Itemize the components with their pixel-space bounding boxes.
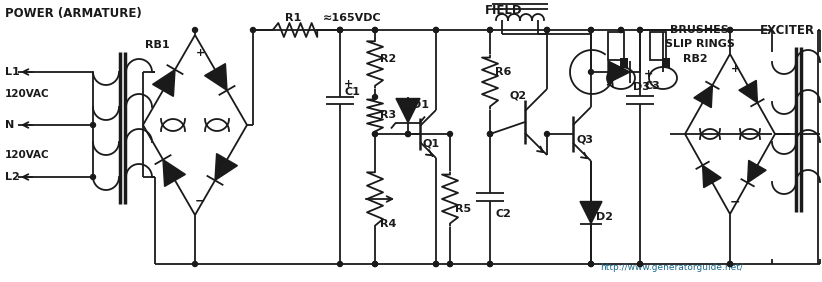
Text: +: + xyxy=(196,48,205,58)
Polygon shape xyxy=(703,165,721,188)
Text: POWER (ARMATURE): POWER (ARMATURE) xyxy=(5,8,141,21)
Circle shape xyxy=(487,261,492,266)
Circle shape xyxy=(433,28,438,32)
Text: D1: D1 xyxy=(412,100,429,111)
Text: Q2: Q2 xyxy=(509,90,526,100)
Text: ≈165VDC: ≈165VDC xyxy=(323,13,381,23)
Text: FIELD: FIELD xyxy=(485,3,523,17)
Circle shape xyxy=(192,28,197,32)
Circle shape xyxy=(338,28,343,32)
Polygon shape xyxy=(396,98,420,122)
Circle shape xyxy=(372,28,377,32)
Bar xyxy=(650,32,666,60)
Text: R5: R5 xyxy=(455,204,471,214)
Bar xyxy=(620,58,628,68)
Circle shape xyxy=(372,131,377,136)
Text: http://www.generatorguide.net/: http://www.generatorguide.net/ xyxy=(600,263,743,272)
Circle shape xyxy=(433,28,438,32)
Circle shape xyxy=(90,122,95,127)
Text: RB1: RB1 xyxy=(145,40,169,50)
Text: −: − xyxy=(730,195,741,208)
Text: D2: D2 xyxy=(596,213,613,222)
Text: C3: C3 xyxy=(644,81,660,91)
Text: +: + xyxy=(731,64,740,74)
Text: R1: R1 xyxy=(285,13,301,23)
Circle shape xyxy=(727,28,732,32)
Text: D3: D3 xyxy=(633,82,650,92)
Text: R6: R6 xyxy=(495,67,511,77)
Text: RB2: RB2 xyxy=(683,54,708,64)
Text: C2: C2 xyxy=(495,209,511,219)
Polygon shape xyxy=(747,160,766,183)
Circle shape xyxy=(487,28,492,32)
Circle shape xyxy=(638,28,643,32)
Circle shape xyxy=(618,28,624,32)
Circle shape xyxy=(372,94,377,100)
Circle shape xyxy=(447,261,452,266)
Circle shape xyxy=(544,131,549,136)
Polygon shape xyxy=(739,80,757,103)
Circle shape xyxy=(192,261,197,266)
Text: BRUSHES: BRUSHES xyxy=(670,25,729,35)
Circle shape xyxy=(433,261,438,266)
Circle shape xyxy=(487,131,492,136)
Circle shape xyxy=(544,28,549,32)
Circle shape xyxy=(589,261,593,266)
Circle shape xyxy=(447,261,452,266)
Text: Q1: Q1 xyxy=(422,139,439,149)
Circle shape xyxy=(589,261,593,266)
Circle shape xyxy=(589,28,593,32)
Circle shape xyxy=(727,261,732,266)
Circle shape xyxy=(372,261,377,266)
Circle shape xyxy=(487,261,492,266)
Circle shape xyxy=(727,261,732,266)
Text: 120VAC: 120VAC xyxy=(5,150,49,160)
Polygon shape xyxy=(205,64,227,91)
Circle shape xyxy=(90,175,95,180)
Text: L1: L1 xyxy=(5,67,20,77)
Polygon shape xyxy=(608,61,630,83)
Text: N: N xyxy=(5,120,14,130)
Text: +: + xyxy=(344,79,353,89)
Circle shape xyxy=(638,261,643,266)
Circle shape xyxy=(338,261,343,266)
Text: L2: L2 xyxy=(5,172,20,182)
Text: +: + xyxy=(644,69,653,79)
Circle shape xyxy=(251,28,256,32)
Circle shape xyxy=(638,261,643,266)
Circle shape xyxy=(638,28,643,32)
Text: R4: R4 xyxy=(380,219,396,229)
Text: Q3: Q3 xyxy=(576,134,593,144)
Circle shape xyxy=(372,261,377,266)
Circle shape xyxy=(405,131,410,136)
Text: −: − xyxy=(195,195,206,208)
Text: R2: R2 xyxy=(380,54,396,63)
Text: 120VAC: 120VAC xyxy=(5,89,49,99)
Circle shape xyxy=(487,131,492,136)
Polygon shape xyxy=(694,85,713,108)
Circle shape xyxy=(618,28,624,32)
Circle shape xyxy=(487,28,492,32)
Circle shape xyxy=(727,28,732,32)
Circle shape xyxy=(338,28,343,32)
Circle shape xyxy=(338,28,343,32)
Circle shape xyxy=(589,28,593,32)
Circle shape xyxy=(372,131,377,136)
Circle shape xyxy=(372,28,377,32)
Polygon shape xyxy=(580,202,602,224)
Circle shape xyxy=(544,28,549,32)
Bar xyxy=(662,58,670,68)
Circle shape xyxy=(589,69,593,74)
Polygon shape xyxy=(163,160,186,186)
Text: C1: C1 xyxy=(344,87,360,97)
Bar xyxy=(608,32,624,60)
Text: EXCITER: EXCITER xyxy=(760,23,815,36)
Circle shape xyxy=(447,131,452,136)
Text: R3: R3 xyxy=(380,111,396,120)
Polygon shape xyxy=(215,154,238,180)
Circle shape xyxy=(405,131,410,136)
Circle shape xyxy=(433,261,438,266)
Polygon shape xyxy=(153,70,175,96)
Text: SLIP RINGS: SLIP RINGS xyxy=(665,39,735,49)
